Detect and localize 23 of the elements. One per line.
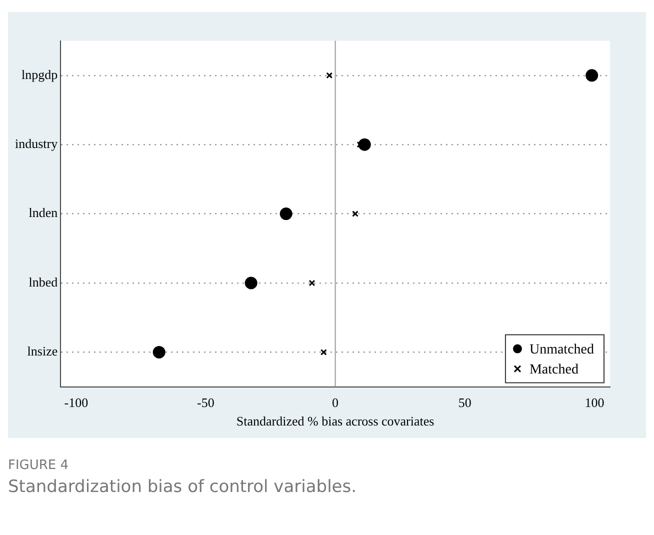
y-tick-label: lnden bbox=[28, 205, 58, 220]
x-axis-title: Standardized % bias across covariates bbox=[236, 414, 434, 429]
y-tick-label: lnsize bbox=[27, 344, 58, 359]
x-tick-label: -50 bbox=[197, 395, 214, 410]
caption: FIGURE 4 bbox=[8, 458, 70, 473]
point bbox=[152, 346, 166, 358]
point bbox=[244, 276, 258, 290]
x-tick-label: 50 bbox=[458, 395, 472, 410]
x-tick-label: -100 bbox=[64, 395, 88, 410]
y-tick-label: industry bbox=[14, 136, 58, 152]
point bbox=[586, 69, 598, 82]
y-tick-label: lnbed bbox=[28, 274, 58, 290]
y-tick-label: lnpgdp bbox=[21, 66, 58, 82]
legend-label: Matched bbox=[529, 362, 578, 378]
point bbox=[352, 210, 358, 218]
x-tick-label: 100 bbox=[584, 395, 604, 410]
point bbox=[326, 72, 333, 79]
text: Standardization bias of control variables. bbox=[8, 477, 358, 497]
point bbox=[280, 208, 292, 220]
point bbox=[320, 348, 327, 356]
x-tick-label: 0 bbox=[332, 395, 339, 410]
legend-label: Unmatched bbox=[529, 342, 594, 358]
point bbox=[308, 280, 316, 286]
